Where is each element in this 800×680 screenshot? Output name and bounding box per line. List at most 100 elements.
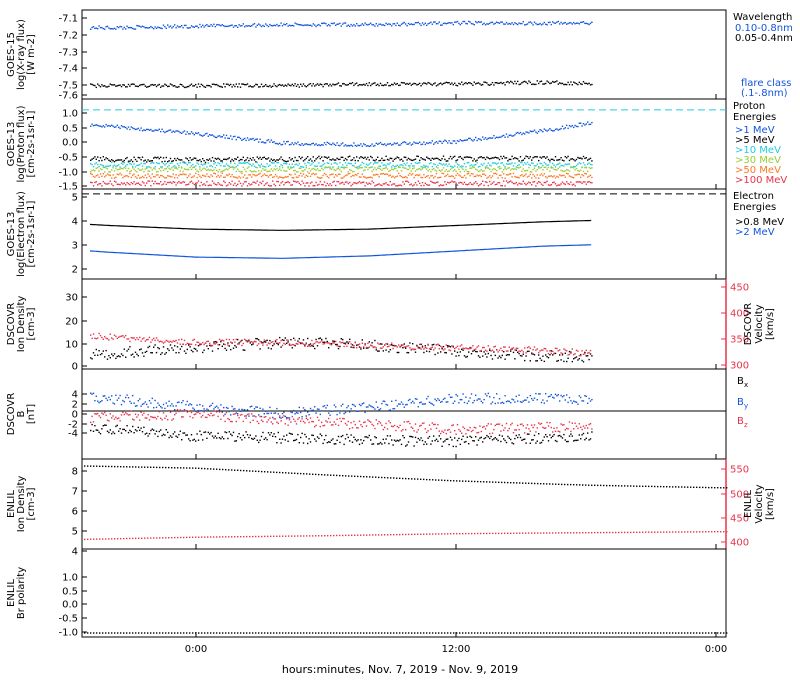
data-point [300, 165, 302, 168]
data-point [609, 484, 611, 487]
data-point [484, 349, 487, 351]
data-point [532, 83, 534, 85]
data-point [315, 84, 317, 86]
data-point [311, 160, 313, 162]
data-point [189, 181, 191, 183]
data-point [567, 401, 569, 404]
data-point [350, 422, 352, 424]
data-point [126, 25, 128, 27]
data-point [454, 350, 456, 352]
data-point [496, 393, 498, 395]
data-point [197, 171, 200, 173]
data-point [440, 163, 442, 165]
data-point [456, 439, 459, 442]
data-point [202, 84, 204, 87]
data-point [253, 165, 256, 168]
data-point [354, 25, 356, 27]
data-point [353, 175, 355, 177]
data-point [263, 169, 265, 171]
data-point [456, 85, 459, 87]
data-point [521, 439, 523, 441]
data-point [224, 181, 226, 184]
data-point [244, 162, 246, 164]
data-point [379, 184, 382, 186]
data-point [528, 157, 530, 160]
data-point [524, 347, 526, 349]
data-point [169, 340, 172, 343]
data-point [379, 23, 382, 25]
data-point [385, 422, 387, 425]
data-point [472, 183, 474, 186]
data-point [281, 416, 284, 418]
data-point [177, 467, 179, 469]
data-point [424, 143, 426, 146]
data-point [591, 176, 593, 179]
data-point [202, 184, 204, 186]
data-point [315, 173, 317, 175]
data-point [391, 176, 393, 178]
data-point [498, 398, 501, 400]
data-point [323, 83, 326, 86]
data-point [144, 174, 146, 176]
data-point [524, 438, 526, 440]
data-point [487, 423, 489, 425]
data-point [375, 476, 377, 478]
data-point [385, 438, 387, 440]
data-point [98, 84, 100, 87]
data-point [252, 86, 254, 88]
data-point [140, 159, 142, 161]
data-point [421, 143, 424, 145]
data-point [521, 162, 523, 164]
data-point [528, 482, 530, 484]
data-point [195, 25, 197, 27]
data-point [391, 144, 393, 146]
data-point [470, 430, 473, 433]
data-point [389, 349, 391, 351]
data-point [256, 167, 258, 169]
data-point [347, 182, 349, 185]
data-point [318, 23, 320, 26]
data-point [133, 402, 135, 404]
data-point [118, 168, 120, 171]
data-point [312, 345, 314, 347]
data-point [571, 176, 573, 179]
data-point [491, 182, 494, 184]
data-point [302, 160, 305, 162]
data-point [403, 343, 405, 345]
data-point [217, 432, 219, 434]
data-point [339, 22, 341, 25]
data-point [468, 429, 470, 431]
data-point [108, 396, 110, 399]
data-point [360, 176, 362, 178]
data-point [232, 168, 235, 170]
data-point [178, 26, 180, 28]
data-point [396, 82, 398, 85]
data-point [519, 350, 522, 353]
data-point [525, 155, 527, 157]
data-point [122, 183, 124, 185]
data-point [300, 157, 302, 160]
data-point [231, 405, 233, 408]
data-point [441, 400, 443, 403]
data-point [116, 165, 118, 167]
data-point [297, 83, 299, 86]
data-point [367, 436, 369, 439]
data-point [372, 24, 375, 26]
data-point [406, 168, 408, 171]
data-point [199, 23, 201, 26]
data-point [147, 27, 149, 29]
data-point [507, 167, 509, 169]
data-point [507, 354, 509, 356]
data-point [452, 156, 454, 158]
data-point [136, 353, 138, 355]
data-point [511, 135, 513, 137]
data-point [295, 143, 298, 145]
data-point [263, 173, 265, 175]
data-point [363, 181, 365, 183]
data-point [127, 338, 130, 340]
data-point [260, 158, 263, 160]
data-point [486, 165, 488, 167]
data-point [714, 487, 716, 489]
data-point [393, 158, 396, 160]
data-point [501, 401, 503, 404]
